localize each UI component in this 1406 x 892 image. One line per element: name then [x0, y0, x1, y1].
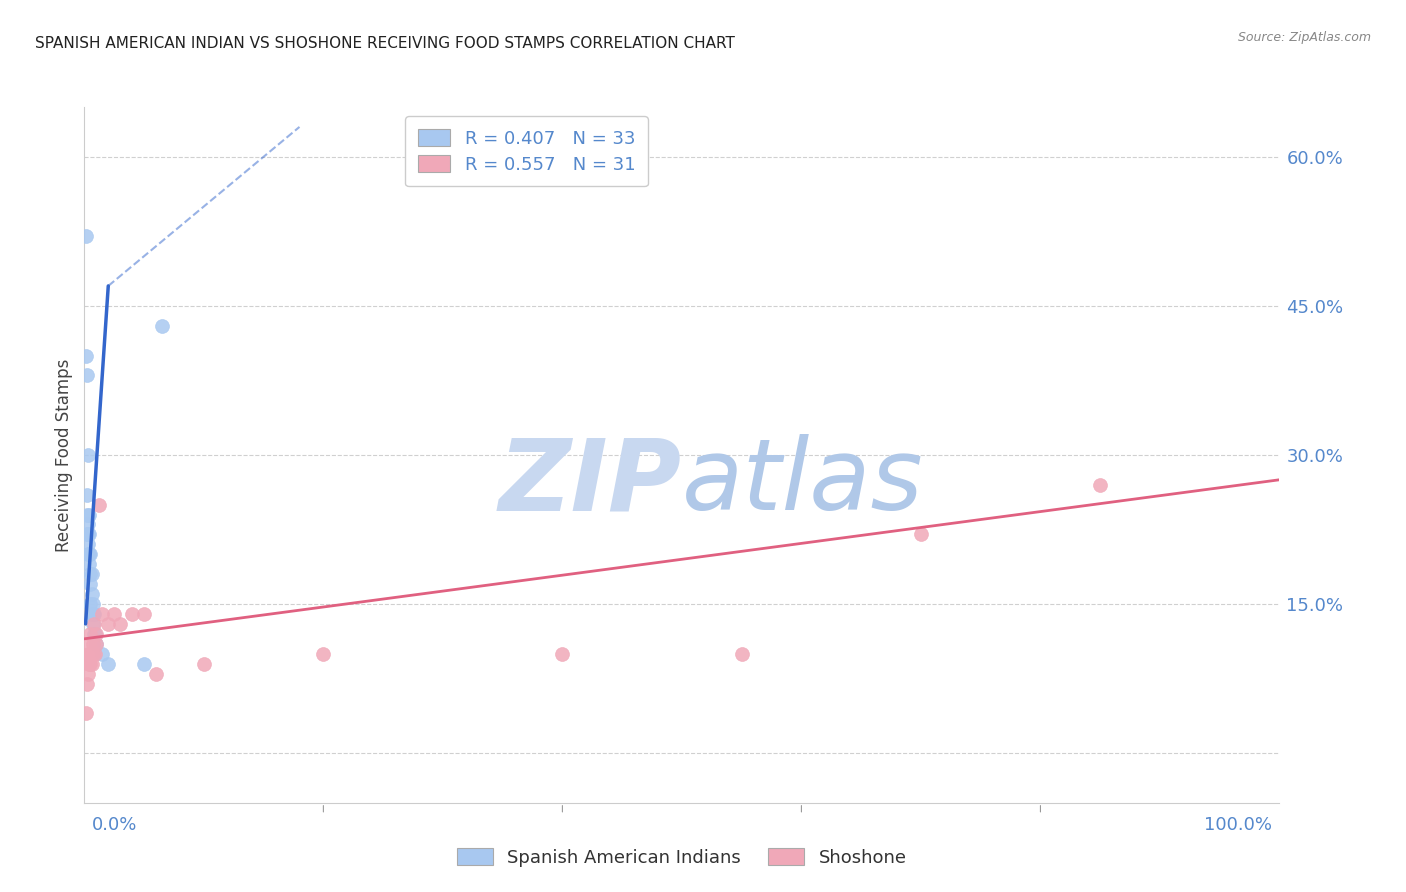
Point [82, 597, 104, 611]
Point [77, 527, 100, 541]
Point [82, 637, 104, 651]
Point [77, 547, 100, 561]
Point [132, 657, 156, 671]
Point [83, 616, 105, 631]
Point [82, 616, 104, 631]
Point [80, 587, 103, 601]
Point [91, 647, 114, 661]
Point [82, 647, 104, 661]
Point [1090, 477, 1112, 491]
Text: 0.0%: 0.0% [91, 816, 136, 834]
Point [79, 657, 101, 671]
Point [150, 318, 173, 333]
Point [145, 666, 167, 681]
Point [77, 527, 100, 541]
Point [77, 647, 100, 661]
Point [83, 607, 105, 621]
Point [86, 637, 108, 651]
Text: ZIP: ZIP [499, 434, 682, 532]
Point [87, 498, 110, 512]
Point [110, 616, 132, 631]
Point [86, 627, 108, 641]
Point [77, 637, 100, 651]
Point [910, 527, 932, 541]
Point [83, 627, 105, 641]
Text: SPANISH AMERICAN INDIAN VS SHOSHONE RECEIVING FOOD STAMPS CORRELATION CHART: SPANISH AMERICAN INDIAN VS SHOSHONE RECE… [35, 36, 735, 51]
Point [76, 676, 98, 690]
Point [77, 517, 100, 532]
Point [731, 647, 754, 661]
Point [77, 558, 100, 572]
Legend: Spanish American Indians, Shoshone: Spanish American Indians, Shoshone [450, 840, 914, 874]
Point [77, 537, 100, 551]
Point [84, 647, 107, 661]
Point [79, 547, 101, 561]
Point [97, 657, 120, 671]
Point [77, 547, 100, 561]
Point [79, 647, 101, 661]
Point [80, 657, 103, 671]
Text: Source: ZipAtlas.com: Source: ZipAtlas.com [1237, 31, 1371, 45]
Point [193, 657, 215, 671]
Point [77, 448, 100, 462]
Point [77, 666, 100, 681]
Point [76, 527, 98, 541]
Point [91, 607, 114, 621]
Point [75, 349, 97, 363]
Point [79, 567, 101, 582]
Text: atlas: atlas [682, 434, 924, 532]
Point [79, 597, 101, 611]
Point [82, 607, 104, 621]
Point [551, 647, 574, 661]
Point [132, 607, 156, 621]
Point [75, 706, 97, 721]
Point [80, 647, 103, 661]
Point [86, 637, 108, 651]
Point [77, 508, 100, 522]
Point [76, 508, 98, 522]
Point [80, 567, 103, 582]
Point [76, 488, 98, 502]
Point [79, 627, 101, 641]
Point [80, 607, 103, 621]
Y-axis label: Receiving Food Stamps: Receiving Food Stamps [55, 359, 73, 551]
Point [121, 607, 143, 621]
Point [77, 657, 100, 671]
Point [75, 229, 97, 244]
Point [97, 616, 120, 631]
Point [312, 647, 335, 661]
Point [76, 368, 98, 383]
Point [84, 627, 107, 641]
Text: 100.0%: 100.0% [1205, 816, 1272, 834]
Point [79, 577, 101, 591]
Point [103, 607, 125, 621]
